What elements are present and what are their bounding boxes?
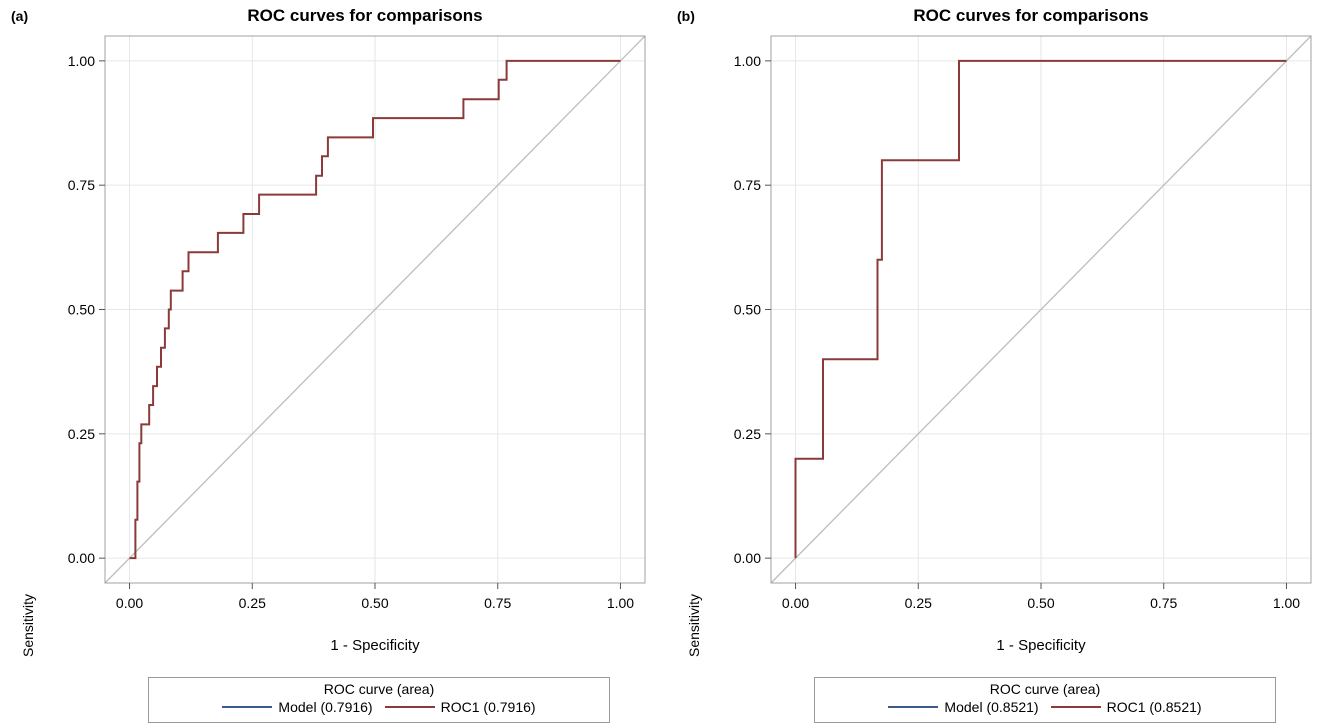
reference-diagonal <box>770 35 1312 584</box>
legend-area: (0.7916) <box>320 699 373 715</box>
x-axis-label: 1 - Specificity <box>996 637 1086 654</box>
panel-label: (a) <box>11 8 29 24</box>
y-tick-label: 0.50 <box>734 302 761 318</box>
legend-area: (0.7916) <box>483 699 536 715</box>
x-tick-label: 0.25 <box>239 595 266 611</box>
chart-panel-a: (a) ROC curves for comparisons 0.00 0.25 0… <box>0 0 665 728</box>
legend-area: (0.8521) <box>1149 699 1202 715</box>
legend: ROC curve (area) Model (0.8521) ROC1 (0.… <box>814 677 1276 723</box>
y-tick-label: 0.50 <box>68 302 95 318</box>
y-axis-label: Sensitivity <box>20 593 36 657</box>
x-tick-label: 0.00 <box>116 595 143 611</box>
y-tick-label: 0.75 <box>734 177 761 193</box>
legend-entry-roc1: ROC1 (0.8521) <box>1050 699 1202 715</box>
chart-title: ROC curves for comparisons <box>247 6 483 25</box>
legend-title: ROC curve (area) <box>989 681 1101 697</box>
legend-label: ROC1 <box>440 699 480 715</box>
x-tick-label: 0.75 <box>1150 595 1177 611</box>
x-tick-label: 0.50 <box>361 595 388 611</box>
legend-label: ROC1 <box>1106 699 1146 715</box>
y-tick-label: 1.00 <box>734 53 761 69</box>
legend-label: Model <box>944 699 983 715</box>
reference-diagonal <box>104 35 646 584</box>
x-tick-label: 0.00 <box>782 595 809 611</box>
plot-area: 0.00 0.25 0.50 0.75 1.00 0.00 0.25 0.50 0.75 1.00 <box>734 35 1312 611</box>
x-axis-label: 1 - Specificity <box>330 637 420 654</box>
plot-area: 0.00 0.25 0.50 0.75 1.00 0.00 0.25 0.50 0.75 1.00 <box>68 35 646 611</box>
x-tick-label: 1.00 <box>607 595 634 611</box>
legend-swatch-roc1 <box>1050 706 1101 708</box>
y-tick-label: 0.00 <box>68 550 95 566</box>
y-tick-label: 0.75 <box>68 177 95 193</box>
legend-entry-model: Model (0.7916) <box>222 699 373 715</box>
legend-entry-model: Model (0.8521) <box>888 699 1039 715</box>
roc-curve-line <box>129 59 621 560</box>
legend-area: (0.8521) <box>986 699 1039 715</box>
legend-swatch-model <box>888 706 939 708</box>
x-tick-label: 0.25 <box>905 595 932 611</box>
roc-curve-line <box>794 59 1287 559</box>
chart-title: ROC curves for comparisons <box>913 6 1149 25</box>
y-tick-label: 0.25 <box>68 426 95 442</box>
x-tick-label: 0.75 <box>484 595 511 611</box>
legend-swatch-model <box>222 706 273 708</box>
y-tick-label: 0.25 <box>734 426 761 442</box>
panel-label: (b) <box>677 8 695 24</box>
x-tick-label: 1.00 <box>1273 595 1300 611</box>
legend-swatch-roc1 <box>384 706 435 708</box>
y-tick-label: 1.00 <box>68 53 95 69</box>
legend-entry-roc1: ROC1 (0.7916) <box>384 699 536 715</box>
legend-label: Model <box>278 699 317 715</box>
x-tick-label: 0.50 <box>1027 595 1054 611</box>
legend-title: ROC curve (area) <box>323 681 435 697</box>
chart-panel-b: (b) ROC curves for comparisons 0.00 0.25 0… <box>666 0 1331 728</box>
y-axis-label: Sensitivity <box>686 593 702 657</box>
y-tick-label: 0.00 <box>734 550 761 566</box>
legend: ROC curve (area) Model (0.7916) ROC1 (0.… <box>148 677 610 723</box>
